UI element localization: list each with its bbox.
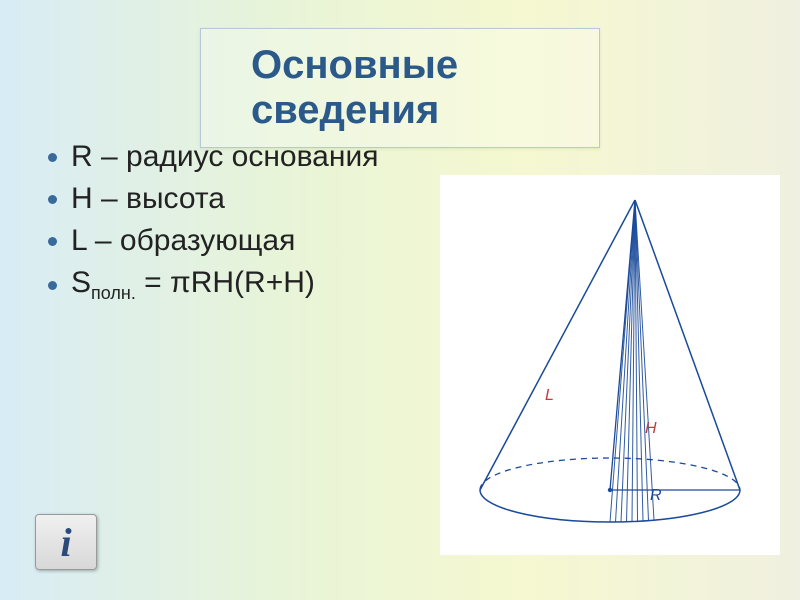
info-icon: i [60, 519, 71, 566]
list-item: Sполн. = πRH(R+H) [48, 266, 378, 304]
bullet-dot-icon [48, 237, 57, 246]
title-box: Основные сведения [200, 28, 600, 148]
bullet-text: R – радиус основания [71, 140, 378, 174]
svg-text:R: R [650, 487, 662, 504]
list-item: R – радиус основания [48, 140, 378, 174]
bullet-dot-icon [48, 153, 57, 162]
cone-svg: L H R [440, 175, 780, 555]
bullet-text: L – образующая [71, 224, 295, 258]
bullet-dot-icon [48, 195, 57, 204]
cone-diagram: L H R [440, 175, 780, 555]
list-item: L – образующая [48, 224, 378, 258]
bullet-list: R – радиус основания H – высота L – обра… [48, 140, 378, 312]
svg-text:H: H [645, 420, 657, 437]
bullet-text: Sполн. = πRH(R+H) [71, 266, 315, 304]
page-title: Основные сведения [251, 43, 549, 133]
bullet-dot-icon [48, 281, 57, 290]
bullet-text: H – высота [71, 182, 225, 216]
svg-text:L: L [545, 387, 554, 404]
list-item: H – высота [48, 182, 378, 216]
info-button[interactable]: i [35, 514, 97, 570]
